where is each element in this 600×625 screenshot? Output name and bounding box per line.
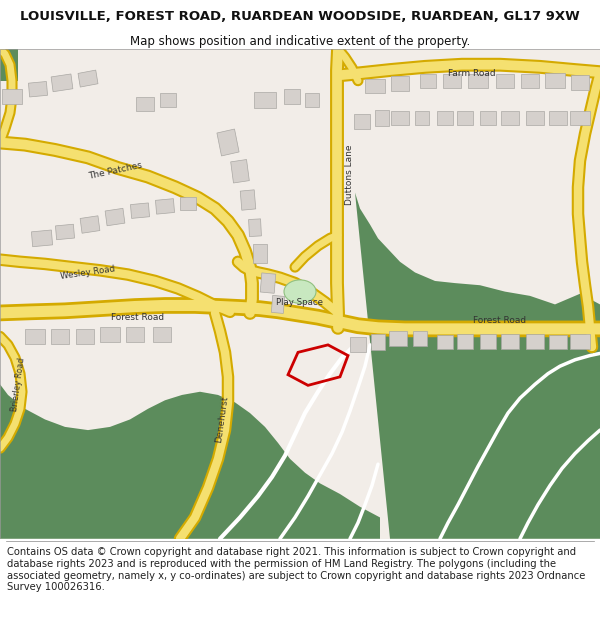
FancyBboxPatch shape: [78, 70, 98, 87]
FancyBboxPatch shape: [413, 331, 427, 346]
FancyBboxPatch shape: [284, 89, 300, 104]
Text: The Patches: The Patches: [87, 161, 143, 181]
FancyBboxPatch shape: [130, 203, 149, 218]
FancyBboxPatch shape: [28, 81, 47, 97]
Text: Forest Road: Forest Road: [112, 312, 164, 322]
FancyBboxPatch shape: [389, 331, 407, 346]
FancyBboxPatch shape: [391, 76, 409, 91]
Polygon shape: [355, 192, 600, 539]
FancyBboxPatch shape: [80, 216, 100, 233]
FancyBboxPatch shape: [365, 79, 385, 94]
FancyBboxPatch shape: [217, 129, 239, 156]
FancyBboxPatch shape: [371, 334, 385, 349]
FancyBboxPatch shape: [526, 111, 544, 125]
FancyBboxPatch shape: [350, 338, 366, 352]
FancyBboxPatch shape: [105, 208, 125, 226]
FancyBboxPatch shape: [160, 93, 176, 107]
FancyBboxPatch shape: [126, 327, 144, 342]
FancyBboxPatch shape: [480, 111, 496, 126]
FancyBboxPatch shape: [25, 329, 45, 344]
FancyBboxPatch shape: [51, 74, 73, 92]
FancyBboxPatch shape: [55, 224, 74, 240]
FancyBboxPatch shape: [254, 92, 276, 108]
Text: Play Space: Play Space: [277, 298, 323, 307]
Text: Farm Road: Farm Road: [448, 69, 496, 78]
FancyBboxPatch shape: [570, 111, 590, 126]
FancyBboxPatch shape: [253, 244, 267, 263]
FancyBboxPatch shape: [457, 111, 473, 126]
FancyBboxPatch shape: [443, 74, 461, 88]
FancyBboxPatch shape: [570, 334, 590, 349]
FancyBboxPatch shape: [155, 199, 175, 214]
FancyBboxPatch shape: [501, 111, 519, 125]
Text: LOUISVILLE, FOREST ROAD, RUARDEAN WOODSIDE, RUARDEAN, GL17 9XW: LOUISVILLE, FOREST ROAD, RUARDEAN WOODSI…: [20, 10, 580, 22]
FancyBboxPatch shape: [100, 327, 120, 342]
FancyBboxPatch shape: [468, 74, 488, 88]
FancyBboxPatch shape: [501, 334, 519, 349]
Text: Duttons Lane: Duttons Lane: [344, 144, 353, 205]
Text: Denehurst: Denehurst: [214, 396, 230, 444]
FancyBboxPatch shape: [526, 334, 544, 349]
FancyBboxPatch shape: [545, 73, 565, 88]
FancyBboxPatch shape: [260, 273, 276, 293]
FancyBboxPatch shape: [391, 111, 409, 126]
Text: Wesley Road: Wesley Road: [60, 264, 116, 281]
Text: Map shows position and indicative extent of the property.: Map shows position and indicative extent…: [130, 35, 470, 48]
Ellipse shape: [284, 280, 316, 303]
FancyBboxPatch shape: [480, 334, 496, 349]
Bar: [0, 49, 18, 81]
FancyBboxPatch shape: [549, 111, 567, 125]
Polygon shape: [0, 384, 380, 539]
FancyBboxPatch shape: [496, 74, 514, 88]
FancyBboxPatch shape: [136, 98, 154, 111]
FancyBboxPatch shape: [415, 111, 429, 126]
FancyBboxPatch shape: [354, 114, 370, 129]
FancyBboxPatch shape: [437, 335, 453, 349]
FancyBboxPatch shape: [31, 230, 53, 247]
FancyBboxPatch shape: [571, 76, 589, 90]
Text: Brierley Road: Brierley Road: [10, 357, 26, 412]
FancyBboxPatch shape: [2, 89, 22, 104]
FancyBboxPatch shape: [230, 159, 250, 183]
Text: Contains OS data © Crown copyright and database right 2021. This information is : Contains OS data © Crown copyright and d…: [7, 548, 586, 592]
FancyBboxPatch shape: [420, 74, 436, 88]
FancyBboxPatch shape: [549, 335, 567, 349]
Text: Forest Road: Forest Road: [473, 316, 527, 325]
FancyBboxPatch shape: [248, 219, 262, 236]
FancyBboxPatch shape: [457, 334, 473, 349]
FancyBboxPatch shape: [437, 111, 453, 125]
FancyBboxPatch shape: [521, 74, 539, 88]
FancyBboxPatch shape: [180, 197, 196, 209]
FancyBboxPatch shape: [271, 296, 284, 314]
FancyBboxPatch shape: [305, 93, 319, 107]
FancyBboxPatch shape: [153, 327, 171, 342]
FancyBboxPatch shape: [76, 329, 94, 344]
FancyBboxPatch shape: [51, 329, 69, 344]
FancyBboxPatch shape: [240, 190, 256, 210]
FancyBboxPatch shape: [375, 110, 389, 126]
